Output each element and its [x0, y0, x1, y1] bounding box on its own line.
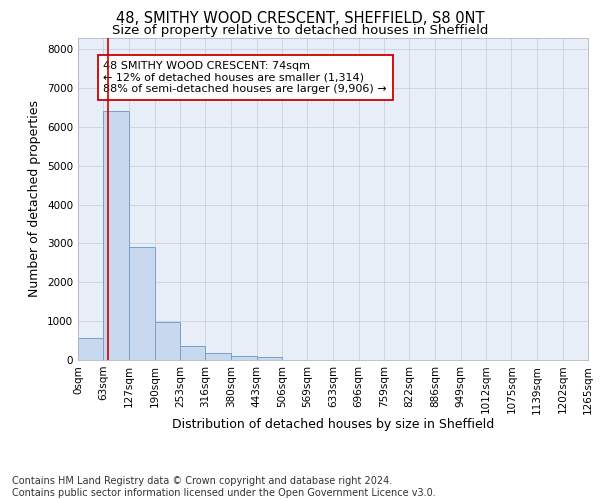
Text: 48, SMITHY WOOD CRESCENT, SHEFFIELD, S8 0NT: 48, SMITHY WOOD CRESCENT, SHEFFIELD, S8 … [116, 11, 484, 26]
Bar [180, 346, 205, 360]
Bar [129, 248, 155, 360]
Text: Contains HM Land Registry data © Crown copyright and database right 2024.
Contai: Contains HM Land Registry data © Crown c… [12, 476, 436, 498]
Bar [257, 357, 282, 360]
Text: Size of property relative to detached houses in Sheffield: Size of property relative to detached ho… [112, 24, 488, 37]
Bar [155, 322, 180, 360]
X-axis label: Distribution of detached houses by size in Sheffield: Distribution of detached houses by size … [172, 418, 494, 431]
Text: 48 SMITHY WOOD CRESCENT: 74sqm
← 12% of detached houses are smaller (1,314)
88% : 48 SMITHY WOOD CRESCENT: 74sqm ← 12% of … [103, 61, 387, 94]
Bar [103, 112, 129, 360]
Y-axis label: Number of detached properties: Number of detached properties [28, 100, 41, 297]
Bar [231, 356, 257, 360]
Bar [78, 338, 103, 360]
Bar [205, 353, 231, 360]
